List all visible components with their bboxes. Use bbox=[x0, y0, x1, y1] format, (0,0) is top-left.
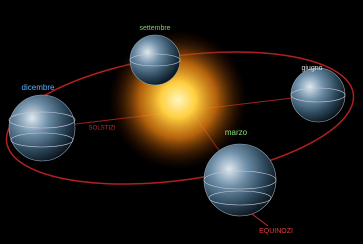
label-june: giugno bbox=[301, 65, 322, 72]
label-solstices: SOLSTIZI bbox=[89, 126, 116, 132]
label-march: marzo bbox=[225, 128, 248, 137]
earth-september bbox=[130, 35, 180, 85]
label-september: settembre bbox=[139, 25, 170, 32]
earth-december bbox=[9, 95, 75, 161]
earth-june bbox=[291, 68, 345, 122]
page: settembre giugno dicembre marzo SOLSTIZI… bbox=[0, 0, 363, 244]
orbit-diagram: settembre giugno dicembre marzo SOLSTIZI… bbox=[0, 0, 363, 244]
label-equinoxes: EQUINOZI bbox=[259, 228, 293, 235]
label-december: dicembre bbox=[22, 83, 55, 92]
